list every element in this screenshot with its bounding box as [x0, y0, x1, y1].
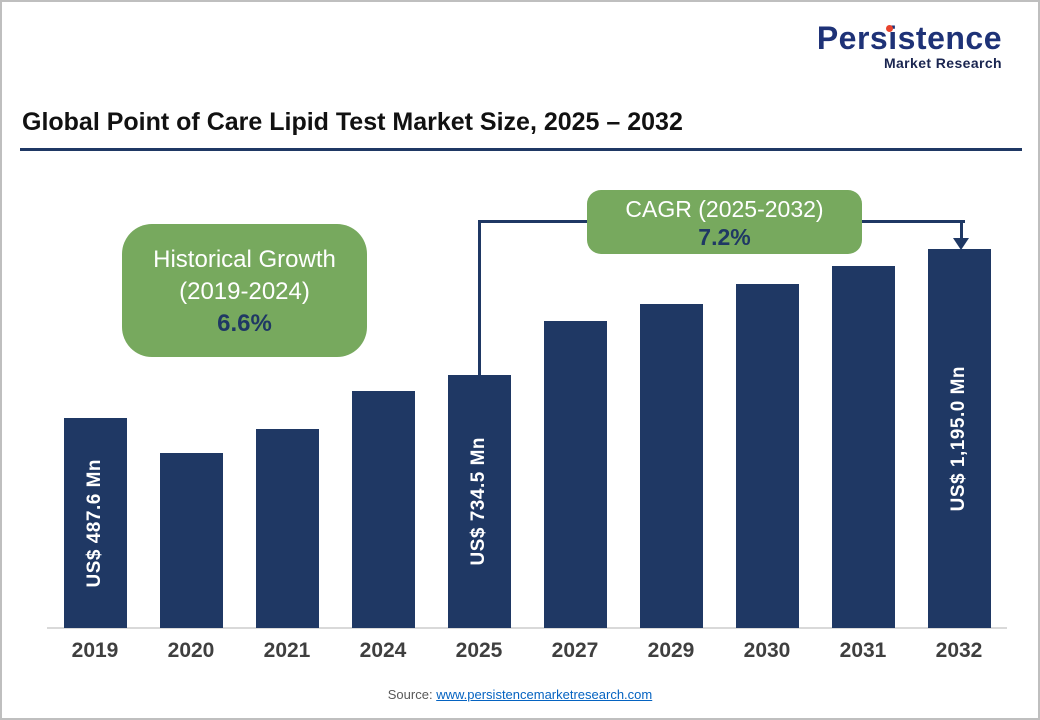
cagr-line1: CAGR (2025-2032) — [625, 196, 824, 222]
source-line: Source: www.persistencemarketresearch.co… — [2, 687, 1038, 702]
bar — [543, 321, 607, 628]
logo-tagline: Market Research — [883, 55, 1002, 71]
bar — [831, 266, 895, 628]
bar-cell — [143, 453, 239, 628]
cagr-bracket-left-line — [478, 220, 481, 376]
x-axis-label: 2019 — [71, 639, 119, 662]
source-link[interactable]: www.persistencemarketresearch.com — [436, 687, 653, 702]
logo-brand-text: Persistence — [816, 20, 1002, 56]
bar-value-label: US$ 487.6 Mn — [84, 458, 105, 588]
bar: US$ 1,195.0 Mn — [927, 249, 991, 628]
x-axis-label: 2030 — [743, 639, 791, 662]
x-axis-label: 2024 — [359, 639, 407, 662]
historical-growth-value: 6.6% — [217, 310, 272, 337]
page-title: Global Point of Care Lipid Test Market S… — [22, 108, 683, 136]
bar-cell — [719, 284, 815, 628]
x-axis-label: 2020 — [167, 639, 215, 662]
bar-cell — [239, 429, 335, 628]
bar-cell — [623, 304, 719, 628]
x-axis-label: 2031 — [839, 639, 887, 662]
bars-row: US$ 487.6 Mn US$ 734.5 Mn — [47, 249, 1007, 629]
cagr-bracket-right-line — [960, 220, 963, 239]
x-axis-label: 2032 — [935, 639, 983, 662]
bar — [639, 304, 703, 628]
logo-wordmark: Persistence — [817, 22, 1002, 54]
historical-growth-line2: (2019-2024) — [179, 278, 310, 305]
bar-cell — [335, 391, 431, 628]
bar: US$ 487.6 Mn — [63, 418, 127, 628]
cagr-callout: CAGR (2025-2032) 7.2% — [587, 190, 862, 254]
x-axis-label: 2027 — [551, 639, 599, 662]
bar — [159, 453, 223, 628]
source-label: Source: — [387, 687, 433, 702]
cagr-value: 7.2% — [698, 224, 751, 250]
bar — [351, 391, 415, 628]
bar — [255, 429, 319, 628]
bar: US$ 734.5 Mn — [447, 375, 511, 628]
bar-cell — [527, 321, 623, 628]
historical-growth-line1: Historical Growth — [153, 246, 336, 273]
bar-value-label: US$ 1,195.0 Mn — [948, 365, 969, 512]
x-axis-labels: 2019 2020 2021 2024 2025 2027 2029 2030 2031 2032 — [47, 639, 1007, 671]
x-axis-label: 2021 — [263, 639, 311, 662]
bar — [735, 284, 799, 628]
bar-cell: US$ 1,195.0 Mn — [911, 249, 1007, 628]
logo-red-dot-icon — [885, 25, 893, 32]
bar-cell: US$ 487.6 Mn — [47, 418, 143, 628]
brand-logo: Persistence Market Research — [817, 22, 1002, 71]
bar-cell — [815, 266, 911, 628]
x-axis-label: 2029 — [647, 639, 695, 662]
bar-value-label: US$ 734.5 Mn — [468, 437, 489, 566]
title-underline — [20, 148, 1022, 151]
bar-cell: US$ 734.5 Mn — [431, 375, 527, 628]
x-axis-label: 2025 — [455, 639, 503, 662]
historical-growth-callout: Historical Growth (2019-2024) 6.6% — [122, 224, 367, 357]
arrow-down-icon — [953, 238, 969, 250]
